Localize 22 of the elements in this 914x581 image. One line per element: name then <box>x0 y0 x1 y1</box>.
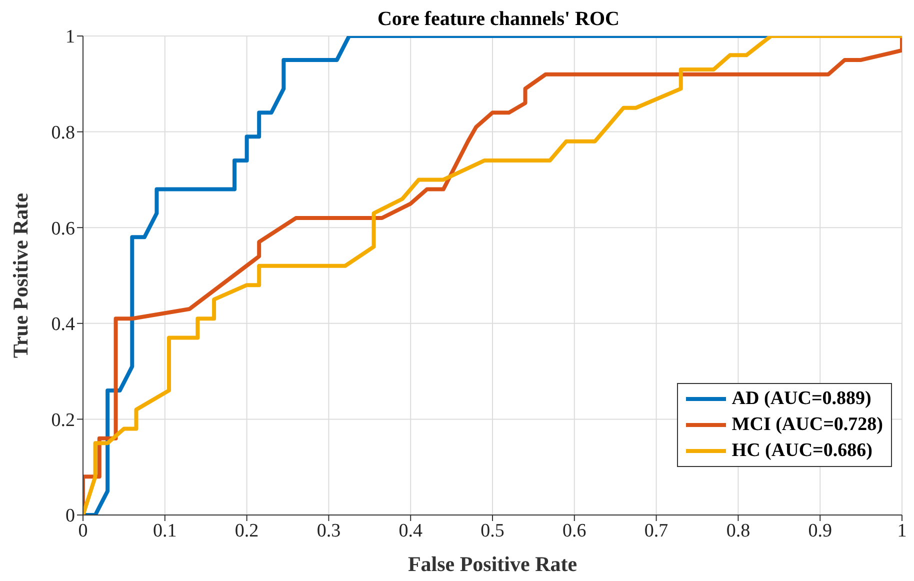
x-axis-title: False Positive Rate <box>408 552 578 576</box>
y-tick-label: 0.2 <box>51 410 75 431</box>
x-tick-label: 0.7 <box>644 520 668 542</box>
x-tick-label: 1 <box>897 520 907 542</box>
legend-label: HC (AUC=0.686) <box>732 439 872 463</box>
legend-label: AD (AUC=0.889) <box>732 387 872 411</box>
x-tick-label: 0.8 <box>726 520 750 542</box>
y-axis-title: True Positive Rate <box>8 192 32 358</box>
y-tick-label: 0.8 <box>51 122 75 144</box>
legend-label: MCI (AUC=0.728) <box>732 413 883 437</box>
x-tick-label: 0.3 <box>316 520 341 542</box>
chart-title: Core feature channels' ROC <box>376 8 620 31</box>
y-tick-label: 0.6 <box>51 218 75 240</box>
x-tick-label: 0.6 <box>562 520 586 542</box>
x-tick-label: 0.1 <box>153 520 177 542</box>
y-tick-label: 0.4 <box>51 314 76 336</box>
x-tick-label: 0.5 <box>480 520 504 542</box>
x-tick-label: 0.2 <box>234 520 259 542</box>
y-tick-label: 1 <box>66 26 75 48</box>
y-tick-label: 0 <box>66 506 75 527</box>
x-tick-label: 0.9 <box>808 520 832 542</box>
x-tick-label: 0.4 <box>398 520 423 542</box>
